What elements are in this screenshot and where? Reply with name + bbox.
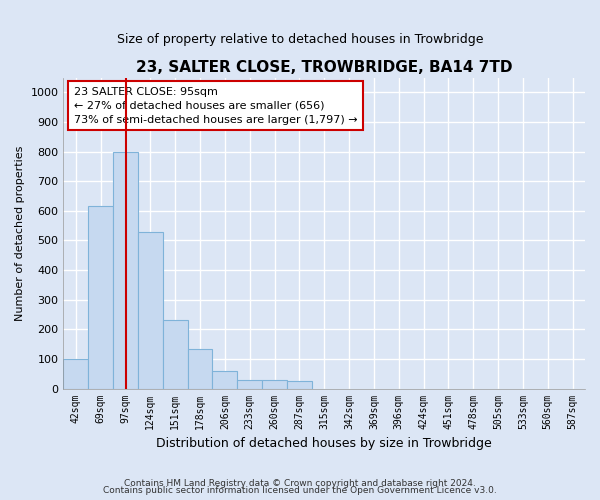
Y-axis label: Number of detached properties: Number of detached properties [15,146,25,320]
Bar [113,152,138,388]
Bar [212,371,237,388]
Bar [237,380,262,388]
X-axis label: Distribution of detached houses by size in Trowbridge: Distribution of detached houses by size … [157,437,492,450]
Bar [287,381,312,388]
Bar [163,320,188,388]
Text: Contains public sector information licensed under the Open Government Licence v3: Contains public sector information licen… [103,486,497,495]
Bar [64,359,88,388]
Text: Contains HM Land Registry data © Crown copyright and database right 2024.: Contains HM Land Registry data © Crown c… [124,478,476,488]
Bar [88,206,113,388]
Text: Size of property relative to detached houses in Trowbridge: Size of property relative to detached ho… [117,32,483,46]
Title: 23, SALTER CLOSE, TROWBRIDGE, BA14 7TD: 23, SALTER CLOSE, TROWBRIDGE, BA14 7TD [136,60,512,75]
Text: 23 SALTER CLOSE: 95sqm
← 27% of detached houses are smaller (656)
73% of semi-de: 23 SALTER CLOSE: 95sqm ← 27% of detached… [74,87,358,125]
Bar [188,348,212,389]
Bar [262,380,287,388]
Bar [138,232,163,388]
